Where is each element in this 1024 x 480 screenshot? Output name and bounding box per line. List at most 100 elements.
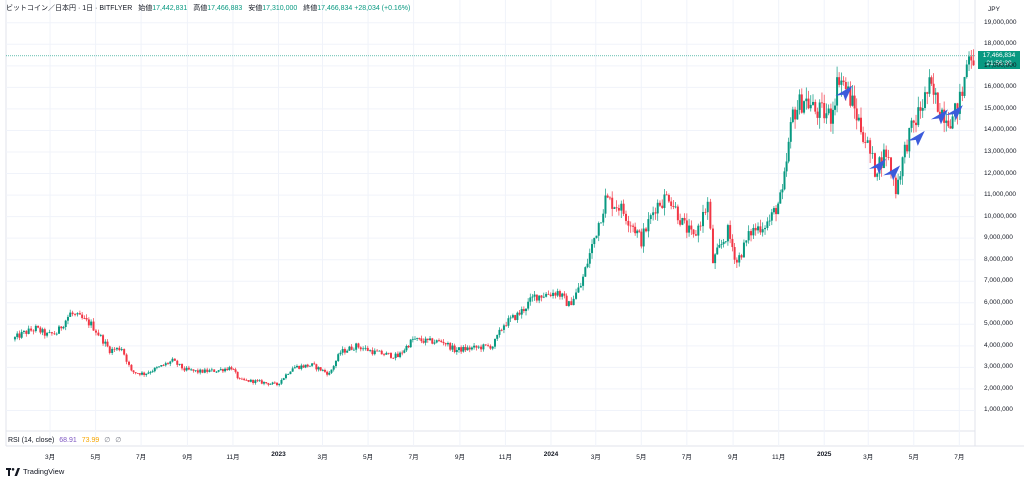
candle-body[interactable]	[328, 372, 331, 375]
candle-body[interactable]	[348, 346, 351, 351]
candle-body[interactable]	[326, 371, 329, 375]
candle-body[interactable]	[224, 368, 227, 372]
candle-body[interactable]	[230, 367, 233, 370]
candle-body[interactable]	[343, 349, 346, 353]
candle-body[interactable]	[355, 343, 358, 350]
candle-body[interactable]	[814, 101, 817, 112]
candle-body[interactable]	[570, 301, 573, 306]
candle-body[interactable]	[243, 378, 246, 380]
candle-body[interactable]	[958, 91, 961, 114]
candle-body[interactable]	[97, 332, 100, 336]
candle-body[interactable]	[509, 317, 512, 319]
candle-body[interactable]	[796, 109, 799, 120]
candle-body[interactable]	[350, 346, 353, 350]
candle-body[interactable]	[422, 341, 425, 343]
candle-body[interactable]	[972, 60, 975, 66]
candle-body[interactable]	[563, 293, 566, 296]
candle-body[interactable]	[611, 197, 614, 209]
candle-body[interactable]	[836, 77, 839, 106]
candle-body[interactable]	[963, 77, 966, 96]
candle-body[interactable]	[39, 327, 42, 333]
candle-body[interactable]	[757, 226, 760, 231]
candle-body[interactable]	[22, 330, 25, 332]
candle-body[interactable]	[527, 301, 530, 309]
candle-body[interactable]	[215, 371, 218, 373]
candle-body[interactable]	[308, 365, 311, 367]
candle-body[interactable]	[446, 342, 449, 345]
candle-body[interactable]	[688, 225, 691, 233]
candle-body[interactable]	[679, 220, 682, 225]
candle-body[interactable]	[676, 206, 679, 221]
candle-body[interactable]	[306, 364, 309, 367]
candle-body[interactable]	[92, 321, 95, 331]
candle-body[interactable]	[457, 347, 460, 351]
candle-body[interactable]	[315, 364, 318, 370]
candle-body[interactable]	[221, 369, 224, 372]
candle-body[interactable]	[901, 157, 904, 177]
candle-body[interactable]	[155, 367, 158, 369]
candle-body[interactable]	[549, 294, 552, 296]
candle-body[interactable]	[187, 367, 190, 370]
candle-body[interactable]	[910, 120, 913, 128]
candle-body[interactable]	[764, 227, 767, 230]
candle-body[interactable]	[173, 358, 176, 361]
candle-body[interactable]	[234, 369, 237, 372]
candle-body[interactable]	[912, 120, 915, 123]
candle-body[interactable]	[579, 285, 582, 288]
candle-body[interactable]	[903, 144, 906, 158]
candle-body[interactable]	[487, 345, 490, 346]
candle-body[interactable]	[803, 101, 806, 113]
candle-body[interactable]	[604, 195, 607, 214]
candle-body[interactable]	[394, 353, 397, 359]
candle-body[interactable]	[720, 244, 723, 245]
candle-body[interactable]	[540, 295, 543, 298]
candle-body[interactable]	[376, 350, 379, 352]
candle-body[interactable]	[267, 383, 270, 385]
candle-body[interactable]	[470, 347, 473, 350]
candle-body[interactable]	[210, 369, 213, 371]
candle-body[interactable]	[629, 225, 632, 227]
candle-body[interactable]	[16, 333, 19, 338]
candle-body[interactable]	[777, 203, 780, 215]
candle-body[interactable]	[851, 95, 854, 106]
candle-body[interactable]	[726, 225, 729, 242]
candle-body[interactable]	[34, 325, 37, 332]
candle-body[interactable]	[240, 378, 243, 380]
candle-body[interactable]	[649, 215, 652, 220]
annotation-arrow-icon[interactable]	[930, 109, 948, 125]
candle-body[interactable]	[709, 201, 712, 229]
candle-body[interactable]	[287, 374, 290, 375]
candle-body[interactable]	[118, 347, 121, 351]
candle-body[interactable]	[882, 149, 885, 169]
candle-body[interactable]	[800, 94, 803, 113]
candle-body[interactable]	[681, 217, 684, 225]
candle-body[interactable]	[108, 346, 111, 353]
candle-body[interactable]	[475, 345, 478, 348]
candle-body[interactable]	[263, 382, 266, 384]
candle-body[interactable]	[185, 367, 188, 371]
candle-body[interactable]	[48, 332, 51, 333]
candle-body[interactable]	[529, 297, 532, 302]
candle-body[interactable]	[149, 372, 152, 373]
candle-body[interactable]	[298, 365, 301, 369]
candle-body[interactable]	[362, 348, 365, 350]
candle-body[interactable]	[531, 296, 534, 298]
candle-body[interactable]	[66, 316, 69, 321]
candle-body[interactable]	[120, 349, 123, 351]
candle-body[interactable]	[282, 378, 285, 381]
candle-body[interactable]	[401, 352, 404, 354]
candle-body[interactable]	[722, 242, 725, 245]
candle-body[interactable]	[694, 234, 697, 236]
candle-body[interactable]	[642, 228, 645, 247]
candle-body[interactable]	[818, 102, 821, 118]
candle-body[interactable]	[62, 326, 65, 329]
candle-body[interactable]	[747, 231, 750, 241]
candle-body[interactable]	[418, 337, 421, 339]
candle-body[interactable]	[634, 226, 637, 234]
candle-body[interactable]	[219, 369, 222, 371]
candle-body[interactable]	[238, 378, 241, 379]
candle-body[interactable]	[591, 244, 594, 254]
candle-body[interactable]	[455, 350, 458, 353]
candle-body[interactable]	[208, 370, 211, 372]
candle-body[interactable]	[136, 373, 139, 374]
